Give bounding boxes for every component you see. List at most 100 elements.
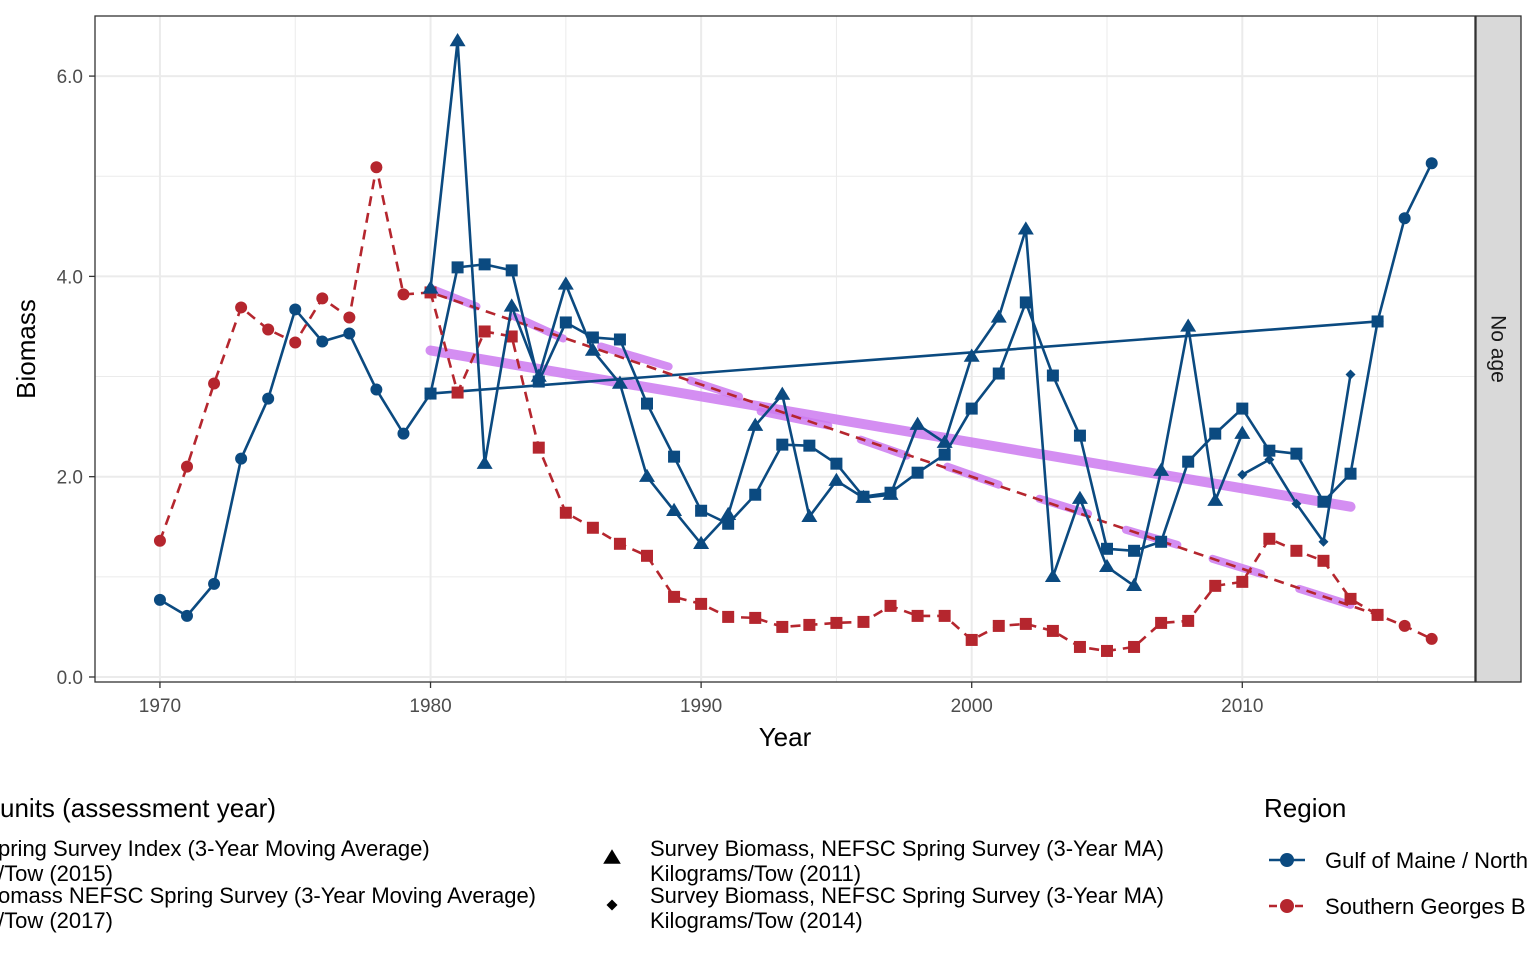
- data-point-square: [1101, 644, 1113, 657]
- data-point-square: [1046, 624, 1059, 637]
- y-tick-label: 0.0: [57, 668, 83, 689]
- legend-units-entry: omass NEFSC Spring Survey (3-Year Moving…: [0, 883, 536, 933]
- trend-line-segment: [597, 342, 673, 371]
- data-point-circle: [343, 311, 356, 324]
- data-point-square: [1019, 296, 1032, 309]
- data-point-triangle: [1071, 490, 1088, 504]
- legend-units-entry: pring Survey Index (3-Year Moving Averag…: [0, 836, 430, 886]
- data-point-square: [505, 264, 518, 277]
- data-point-triangle: [963, 348, 980, 362]
- data-point-triangle: [1099, 558, 1115, 573]
- data-point-square: [1371, 315, 1384, 328]
- legend-units-label-line1: omass NEFSC Spring Survey (3-Year Moving…: [0, 883, 536, 908]
- data-point-diamond: [1345, 369, 1356, 380]
- data-point-square: [424, 387, 437, 400]
- data-point-circle: [370, 161, 383, 174]
- data-point-diamond: [1291, 498, 1302, 509]
- data-point-circle: [370, 383, 383, 396]
- data-point-triangle: [603, 849, 621, 864]
- data-point-triangle: [909, 416, 926, 430]
- data-point-square: [884, 599, 897, 612]
- legend-region-entry: Gulf of Maine / North: [1269, 848, 1528, 873]
- data-point-triangle: [1017, 221, 1034, 235]
- data-point-triangle: [449, 33, 466, 47]
- data-point-square: [478, 325, 491, 338]
- data-point-diamond: [1264, 454, 1275, 465]
- data-point-square: [1019, 617, 1032, 630]
- facet-strip-label: No age: [1487, 315, 1510, 383]
- data-point-triangle: [476, 455, 493, 469]
- series-line: [429, 292, 1379, 653]
- data-point-square: [722, 610, 735, 623]
- data-point-square: [478, 258, 491, 271]
- trend-line-segment: [1208, 554, 1266, 578]
- data-point-triangle: [882, 486, 899, 500]
- data-point-square: [1344, 592, 1357, 605]
- data-point-diamond: [606, 899, 618, 911]
- data-point-square: [1317, 554, 1330, 567]
- data-point-square: [613, 333, 626, 346]
- data-point-triangle: [611, 375, 628, 389]
- data-point-triangle: [747, 417, 764, 431]
- trend-line-overall: [425, 345, 1356, 512]
- data-point-square: [559, 506, 572, 519]
- facet-strip-background: [1475, 15, 1522, 683]
- x-axis-title: Year: [759, 722, 812, 752]
- data-point-circle: [262, 392, 275, 405]
- data-point-circle: [235, 301, 248, 314]
- x-tick-label: 1980: [409, 696, 451, 717]
- data-point-circle: [343, 327, 356, 340]
- x-tick-label: 1970: [139, 696, 181, 717]
- data-point-circle: [208, 577, 221, 590]
- data-point-square: [451, 261, 464, 274]
- data-point-circle: [316, 335, 329, 348]
- data-point-triangle: [1126, 577, 1143, 592]
- data-point-square: [911, 466, 924, 479]
- data-point-square: [776, 620, 789, 633]
- data-point-square: [641, 397, 653, 410]
- data-point-circle: [235, 452, 248, 465]
- data-point-square: [668, 590, 681, 603]
- legend-region-marker: [1280, 853, 1294, 867]
- panel-border: [94, 15, 1476, 683]
- data-point-triangle: [1234, 425, 1251, 439]
- facet-strip: No age: [1475, 15, 1522, 683]
- data-point-circle: [181, 609, 193, 622]
- data-point-square: [451, 386, 464, 399]
- data-point-square: [830, 457, 843, 470]
- data-point-square: [695, 597, 708, 610]
- data-point-circle: [1425, 157, 1438, 170]
- data-point-square: [965, 633, 978, 646]
- legend-units-label-line2: Kilograms/Tow (2014): [650, 908, 863, 933]
- trend-line-segment: [426, 284, 481, 311]
- data-point-square: [505, 330, 518, 343]
- data-point-circle: [181, 460, 193, 473]
- x-tick-label: 1990: [680, 696, 722, 717]
- data-point-square: [1182, 455, 1195, 468]
- data-point-triangle: [422, 280, 439, 294]
- data-point-diamond: [1318, 536, 1329, 547]
- data-point-triangle: [1044, 568, 1061, 583]
- y-tick-label: 2.0: [57, 468, 83, 489]
- data-point-circle: [153, 534, 166, 547]
- legend-units-label-line2: /Tow (2015): [0, 861, 113, 886]
- data-point-square: [830, 616, 843, 629]
- legend-units-entry: Survey Biomass, NEFSC Spring Survey (3-Y…: [606, 883, 1164, 933]
- legend-units-label-line1: pring Survey Index (3-Year Moving Averag…: [0, 836, 430, 861]
- legend-region-title: Region: [1264, 793, 1346, 823]
- data-point-square: [1073, 640, 1086, 653]
- data-point-square: [992, 619, 1005, 632]
- data-point-square: [803, 618, 816, 631]
- series-line: [158, 165, 1433, 641]
- data-point-square: [1290, 447, 1303, 460]
- data-point-triangle: [720, 506, 737, 520]
- data-point-square: [641, 549, 653, 562]
- series-triangle-gulf: [422, 33, 1251, 592]
- data-point-square: [1344, 467, 1357, 480]
- data-point-square: [965, 402, 978, 415]
- data-point-square: [586, 521, 599, 534]
- data-point-circle: [397, 427, 410, 440]
- data-point-square: [1155, 535, 1168, 548]
- series-line: [429, 263, 1379, 553]
